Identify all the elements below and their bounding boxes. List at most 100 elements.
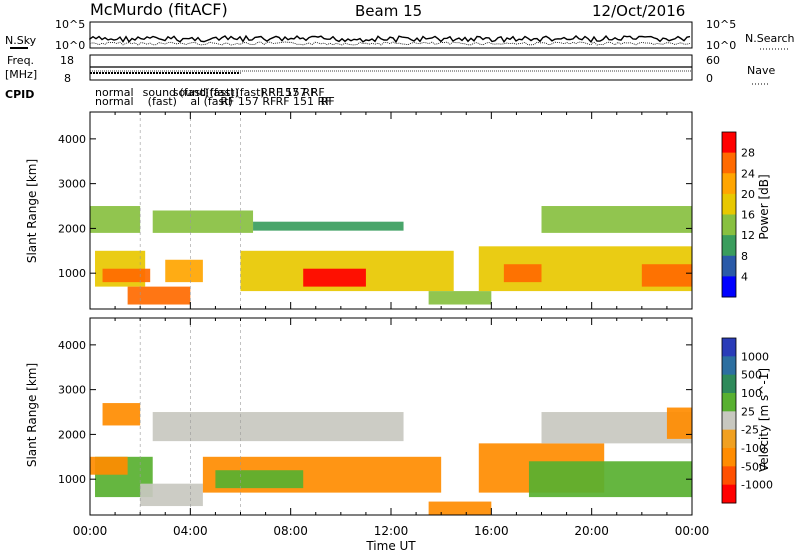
- velocity-axes: 1000 2000 3000 4000: [58, 318, 693, 515]
- echo-region: [641, 264, 692, 287]
- nave-tick-0: 0: [706, 72, 713, 85]
- echo-region: [90, 456, 128, 475]
- echo-region: [666, 407, 692, 439]
- echo-region: [528, 461, 692, 498]
- time-axis-label: Time UT: [365, 539, 416, 553]
- power-ylabel: Slant Range [km]: [25, 159, 39, 263]
- echo-region: [152, 210, 254, 233]
- echo-region: [428, 291, 492, 305]
- noise-panel: N.Sky 10^5 10^0 10^5 10^0 N.Search: [5, 18, 795, 52]
- cpid-program-label: RF: [311, 86, 325, 99]
- time-tick-label: 00:00: [675, 524, 710, 538]
- colorbar-swatch: [722, 374, 736, 394]
- colorbar-tick-label: 12: [741, 229, 755, 242]
- colorbar-swatch: [722, 193, 736, 215]
- colorbar-tick-label: -1000: [741, 479, 773, 492]
- y-tick-label: 1000: [58, 267, 86, 280]
- colorbar-swatch: [722, 338, 736, 357]
- colorbar-tick-label: 8: [741, 250, 748, 263]
- freq-unit: [MHz]: [5, 68, 37, 81]
- colorbar-swatch: [722, 235, 736, 257]
- cpid-program-label: (fast): [205, 86, 234, 99]
- noise-traces: [89, 34, 691, 46]
- time-tick-label: 12:00: [374, 524, 409, 538]
- colorbar-tick-label: 24: [741, 167, 755, 180]
- colorbar-frame: [721, 131, 737, 298]
- cpid-program-label: RF 157 RF: [261, 86, 317, 99]
- y-tick-label: 2000: [58, 428, 86, 441]
- colorbar-swatch: [722, 411, 736, 431]
- echo-region: [541, 206, 692, 233]
- colorbar-swatch: [722, 152, 736, 174]
- echo-region: [140, 483, 203, 507]
- echo-region: [303, 268, 366, 287]
- freq-label: Freq.: [7, 54, 34, 67]
- power-colorbar-label: Power [dB]: [757, 174, 771, 239]
- power-axes: 1000 2000 3000 4000: [58, 112, 693, 309]
- cpid-program-label: RF: [321, 95, 335, 108]
- echo-region: [165, 259, 203, 283]
- nsky-trace: [89, 34, 691, 44]
- noise-panel-frame: [89, 21, 693, 49]
- noise-tick-low-right: 10^0: [706, 39, 736, 52]
- nave-tick-60: 60: [706, 54, 720, 67]
- colorbar-swatch: [722, 484, 736, 504]
- velocity-panel: 1000 2000 3000 4000 Slant Range [km] 1000 50…: [25, 317, 773, 516]
- velocity-colorbar-label: Velocity [m s^-1]: [757, 368, 771, 472]
- velocity-colorbar: 1000 500 100 25 -25 -100 -500 -1000: [721, 337, 773, 504]
- echo-region: [127, 286, 191, 305]
- colorbar-tick-label: 20: [741, 188, 755, 201]
- power-heatmap: [90, 112, 692, 309]
- freq-panel: Freq. [MHz] 18 8 60 0 Nave: [5, 54, 775, 85]
- cpid-program-label: sound (fast): [143, 86, 209, 99]
- colorbar-swatch: [722, 214, 736, 236]
- time-tick-label: 08:00: [273, 524, 308, 538]
- echo-region: [102, 268, 151, 283]
- cpid-program-label: RF 157 RF: [220, 95, 276, 108]
- colorbar-tick-label: -25: [741, 424, 759, 437]
- colorbar-tick-label: 500: [741, 369, 762, 382]
- y-tick-label: 3000: [58, 178, 86, 191]
- colorbar-tick-label: 100: [741, 387, 762, 400]
- echo-region: [503, 264, 542, 283]
- nsearch-label: N.Search: [745, 32, 795, 45]
- cpid-label: CPID: [5, 88, 34, 101]
- colorbar-swatch: [722, 173, 736, 195]
- freq-tick-8: 8: [64, 72, 71, 85]
- nave-label: Nave: [747, 64, 775, 77]
- time-tick-label: 04:00: [173, 524, 208, 538]
- colorbar-swatch: [722, 276, 736, 298]
- colorbar-tick-label: 16: [741, 209, 755, 222]
- y-tick-label: 3000: [58, 384, 86, 397]
- time-axis: 00:00 04:00 08:00 12:00 16:00 20:00 00:00: [73, 524, 710, 538]
- time-tick-label: 16:00: [474, 524, 509, 538]
- beam-title: Beam 15: [355, 2, 422, 20]
- colorbar-swatch: [722, 356, 736, 376]
- colorbar-tick-label: -500: [741, 460, 766, 473]
- cpid-program-label: normal: [95, 95, 134, 108]
- cpid-program-label: RF 151 RF: [276, 95, 332, 108]
- date-title: 12/Oct/2016: [592, 2, 685, 20]
- y-tick-label: 2000: [58, 222, 86, 235]
- time-tick-label: 00:00: [73, 524, 108, 538]
- velocity-ylabel: Slant Range [km]: [25, 363, 39, 467]
- colorbar-swatch: [722, 466, 736, 486]
- echo-region: [90, 206, 141, 233]
- echo-region: [102, 403, 141, 426]
- colorbar-tick-label: -100: [741, 442, 766, 455]
- nsky-label: N.Sky: [5, 34, 37, 47]
- y-tick-label: 4000: [58, 339, 86, 352]
- colorbar-tick-label: 25: [741, 405, 755, 418]
- colorbar-swatch: [722, 132, 736, 154]
- colorbar-tick-label: 1000: [741, 350, 769, 363]
- power-panel: 1000 2000 3000 4000 Slant Range [km] 28 24 20…: [25, 111, 771, 310]
- power-colorbar: 28 24 20 16 12 8 4: [721, 131, 755, 298]
- cpid-program-label: sound (fast): [173, 86, 239, 99]
- colorbar-swatch: [722, 448, 736, 467]
- echo-region: [152, 412, 404, 442]
- colorbar-tick-label: 4: [741, 270, 748, 283]
- time-tick-label: 20:00: [574, 524, 609, 538]
